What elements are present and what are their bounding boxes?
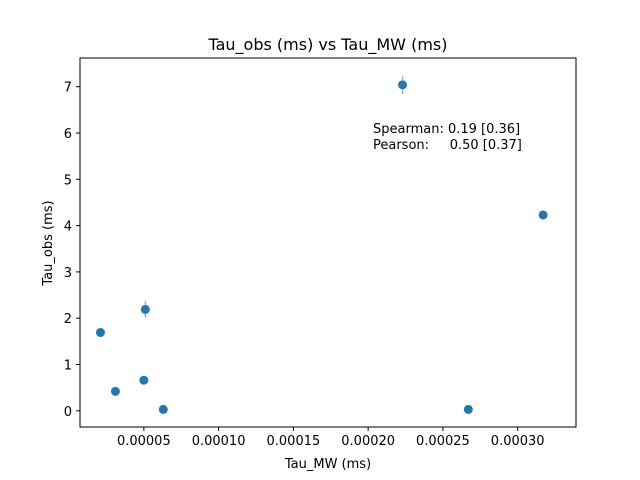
spearman-annotation: Spearman: 0.19 [0.36] xyxy=(373,122,520,137)
y-tick-label: 0 xyxy=(64,405,72,420)
data-point xyxy=(110,386,120,396)
y-tick-label: 5 xyxy=(64,173,72,188)
x-tick-label: 0.00005 xyxy=(117,434,171,449)
x-tick-label: 0.00010 xyxy=(192,434,246,449)
x-tick-label: 0.00015 xyxy=(267,434,321,449)
x-tick-label: 0.00020 xyxy=(341,434,395,449)
data-points xyxy=(95,80,548,414)
x-axis-label: Tau_MW (ms) xyxy=(284,457,371,472)
axes-frame xyxy=(79,57,577,428)
y-axis-label: Tau_obs (ms) xyxy=(41,200,56,286)
data-point xyxy=(140,304,150,314)
plot-area xyxy=(79,57,577,428)
data-point xyxy=(139,375,149,385)
y-tick-label: 7 xyxy=(64,81,72,96)
data-point xyxy=(158,404,168,414)
x-axis: 0.00005 0.00010 0.00015 0.00020 0.00025 0.000… xyxy=(117,427,545,449)
data-point xyxy=(463,404,473,414)
y-tick-label: 3 xyxy=(64,266,72,281)
data-point xyxy=(95,328,105,338)
data-point xyxy=(538,210,548,220)
x-tick-label: 0.00025 xyxy=(416,434,470,449)
pearson-annotation: Pearson: 0.50 [0.37] xyxy=(373,138,522,153)
y-tick-label: 2 xyxy=(64,312,72,327)
y-axis: 0 1 2 3 4 5 6 7 xyxy=(64,81,80,420)
data-point xyxy=(398,80,408,90)
y-tick-label: 6 xyxy=(64,127,72,142)
y-tick-label: 1 xyxy=(64,358,72,373)
y-tick-label: 4 xyxy=(64,220,72,235)
chart-title: Tau_obs (ms) vs Tau_MW (ms) xyxy=(207,35,447,55)
x-tick-label: 0.00030 xyxy=(491,434,545,449)
